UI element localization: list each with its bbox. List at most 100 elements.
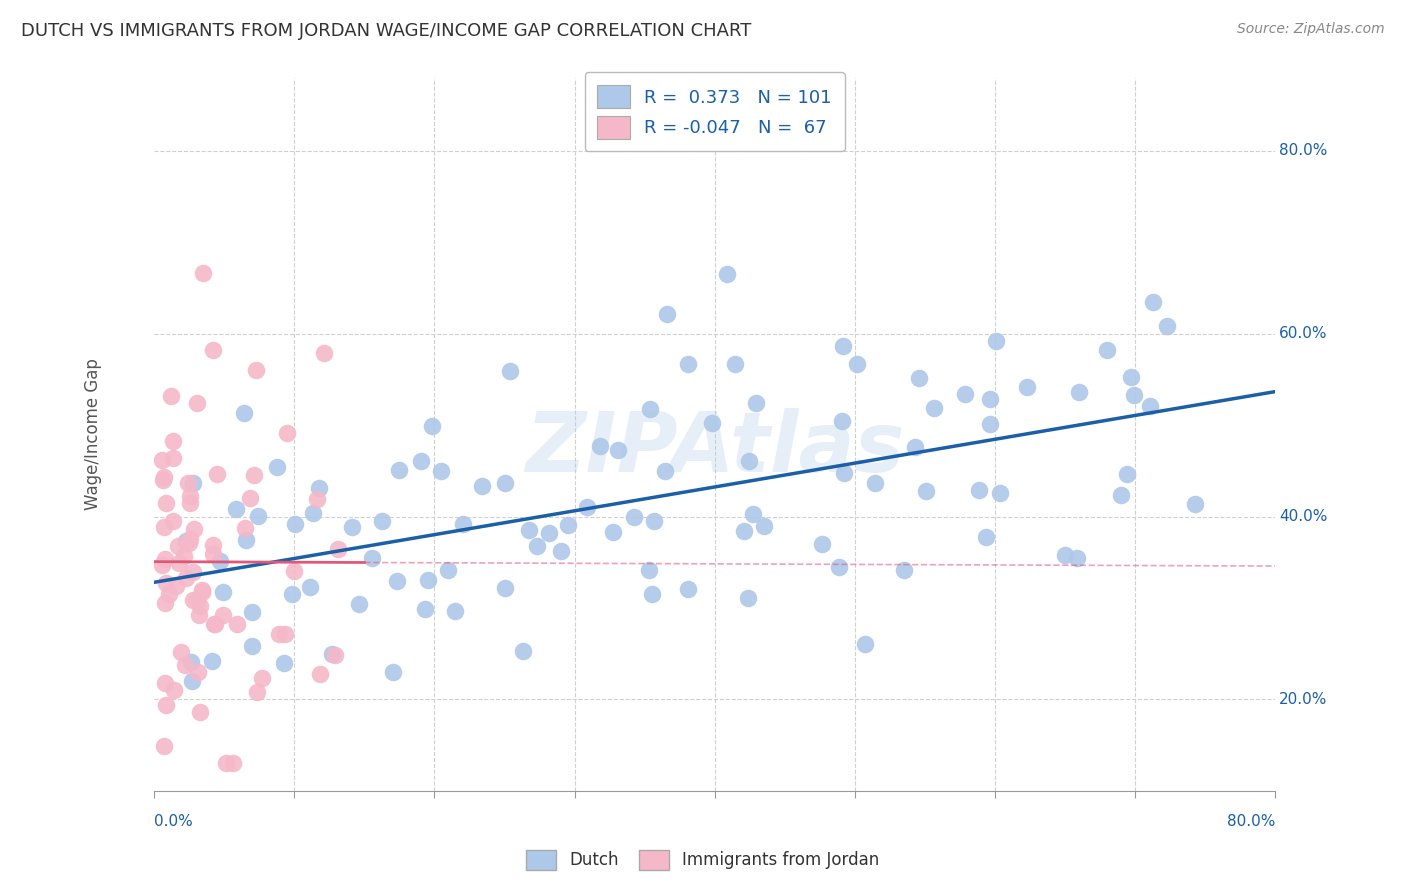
Point bbox=[415, 602, 437, 616]
Point bbox=[312, 346, 335, 360]
Point bbox=[589, 439, 612, 453]
Point bbox=[1015, 380, 1038, 394]
Point bbox=[984, 334, 1007, 349]
Point bbox=[177, 535, 200, 549]
Point bbox=[284, 517, 307, 532]
Point bbox=[607, 442, 630, 457]
Point bbox=[153, 676, 176, 690]
Point bbox=[167, 556, 190, 570]
Point bbox=[623, 510, 645, 524]
Point bbox=[499, 364, 522, 378]
Point bbox=[512, 644, 534, 658]
Point bbox=[752, 519, 775, 533]
Point bbox=[202, 548, 225, 562]
Point bbox=[328, 542, 350, 557]
Point bbox=[1119, 369, 1142, 384]
Point bbox=[307, 491, 329, 506]
Point bbox=[654, 464, 676, 478]
Point bbox=[676, 582, 699, 596]
Point bbox=[150, 453, 173, 467]
Point bbox=[430, 464, 453, 478]
Point bbox=[745, 395, 768, 409]
Point bbox=[602, 525, 624, 540]
Point bbox=[273, 657, 295, 671]
Point bbox=[155, 496, 177, 510]
Point bbox=[724, 357, 747, 371]
Point bbox=[360, 550, 382, 565]
Point bbox=[157, 587, 180, 601]
Text: DUTCH VS IMMIGRANTS FROM JORDAN WAGE/INCOME GAP CORRELATION CHART: DUTCH VS IMMIGRANTS FROM JORDAN WAGE/INC… bbox=[21, 22, 751, 40]
Point bbox=[676, 357, 699, 371]
Point bbox=[222, 756, 245, 771]
Point bbox=[738, 454, 761, 468]
Point bbox=[204, 617, 226, 632]
Point bbox=[179, 489, 201, 503]
Point bbox=[240, 606, 263, 620]
Point bbox=[233, 521, 256, 535]
Point bbox=[323, 648, 346, 662]
Point bbox=[388, 463, 411, 477]
Point bbox=[301, 506, 323, 520]
Text: 80.0%: 80.0% bbox=[1279, 144, 1327, 159]
Point bbox=[914, 483, 936, 498]
Point bbox=[243, 468, 266, 483]
Point bbox=[550, 544, 572, 558]
Point bbox=[165, 579, 187, 593]
Point bbox=[202, 617, 225, 632]
Point bbox=[181, 593, 204, 607]
Point bbox=[167, 539, 190, 553]
Point bbox=[657, 307, 679, 321]
Point bbox=[733, 524, 755, 538]
Point bbox=[411, 454, 433, 468]
Point bbox=[1069, 384, 1091, 399]
Point bbox=[845, 357, 868, 371]
Point bbox=[225, 502, 247, 516]
Point bbox=[191, 585, 214, 599]
Point bbox=[187, 665, 209, 680]
Point bbox=[908, 370, 931, 384]
Point bbox=[340, 520, 363, 534]
Point bbox=[283, 564, 305, 578]
Point bbox=[181, 674, 204, 689]
Point bbox=[969, 483, 991, 497]
Legend: R =  0.373   N = 101, R = -0.047   N =  67: R = 0.373 N = 101, R = -0.047 N = 67 bbox=[585, 72, 845, 152]
Point bbox=[526, 539, 548, 553]
Point bbox=[152, 473, 174, 487]
Point bbox=[269, 627, 291, 641]
Point bbox=[420, 419, 443, 434]
Point bbox=[155, 698, 177, 712]
Point bbox=[174, 657, 197, 672]
Point bbox=[700, 416, 723, 430]
Point bbox=[163, 683, 186, 698]
Point bbox=[280, 586, 302, 600]
Point bbox=[321, 647, 343, 661]
Point bbox=[893, 563, 915, 577]
Point bbox=[160, 389, 183, 403]
Point bbox=[575, 500, 598, 514]
Point bbox=[208, 554, 231, 568]
Point bbox=[494, 475, 516, 490]
Point bbox=[1115, 467, 1137, 481]
Point bbox=[831, 339, 853, 353]
Text: 60.0%: 60.0% bbox=[1279, 326, 1327, 342]
Point bbox=[308, 666, 330, 681]
Point bbox=[347, 597, 370, 611]
Legend: Dutch, Immigrants from Jordan: Dutch, Immigrants from Jordan bbox=[520, 843, 886, 877]
Point bbox=[202, 538, 225, 552]
Point bbox=[371, 514, 394, 528]
Point bbox=[207, 467, 229, 482]
Point bbox=[811, 537, 834, 551]
Text: Wage/Income Gap: Wage/Income Gap bbox=[83, 359, 101, 510]
Point bbox=[1066, 551, 1088, 566]
Point bbox=[974, 530, 997, 544]
Point bbox=[274, 627, 297, 641]
Point bbox=[162, 451, 184, 466]
Point bbox=[863, 475, 886, 490]
Point bbox=[716, 267, 738, 281]
Point bbox=[988, 485, 1011, 500]
Point bbox=[188, 705, 211, 719]
Point bbox=[979, 417, 1001, 431]
Point bbox=[1111, 488, 1133, 502]
Point bbox=[437, 563, 460, 577]
Point bbox=[170, 645, 193, 659]
